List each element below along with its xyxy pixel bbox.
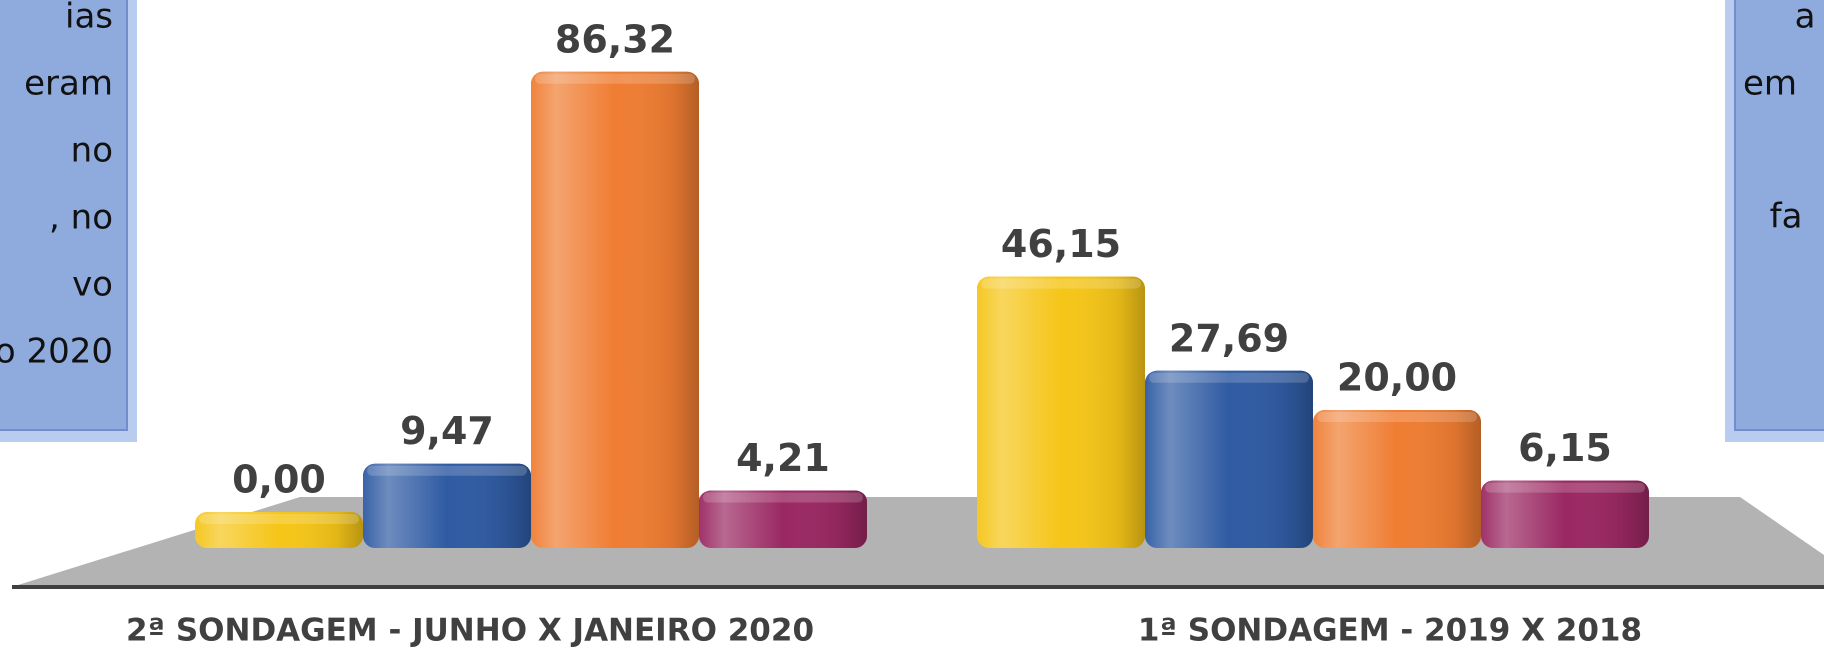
bar-shine — [195, 512, 363, 548]
bar-shine — [363, 463, 531, 548]
right-box — [1734, 0, 1824, 431]
bar-top — [1317, 412, 1477, 422]
bar-top — [981, 278, 1141, 289]
value-label: 86,32 — [555, 17, 675, 61]
value-label: 9,47 — [400, 409, 494, 453]
bar-top — [367, 465, 527, 476]
x-tick-label: 2ª SONDAGEM - JUNHO X JANEIRO 2020 — [126, 613, 814, 649]
left-box — [0, 0, 128, 431]
value-label: 4,21 — [736, 436, 830, 480]
value-label: 6,15 — [1518, 426, 1612, 470]
left-box-text: vo — [72, 265, 113, 305]
bar-top — [1485, 482, 1645, 493]
left-box-text: , no — [49, 198, 113, 238]
value-label: 46,15 — [1001, 222, 1121, 266]
x-tick-label: 1ª SONDAGEM - 2019 X 2018 — [1138, 613, 1642, 649]
value-label: 0,00 — [232, 458, 326, 502]
bar-shine — [531, 71, 699, 548]
bar-shine — [1145, 370, 1313, 548]
value-label: 20,00 — [1337, 356, 1457, 400]
left-box-text: eram — [24, 64, 113, 104]
left-box-text: ias — [65, 0, 113, 37]
left-box-text: o 2020 — [0, 332, 113, 372]
bar-top — [1149, 372, 1309, 383]
right-box-text: a — [1795, 0, 1816, 37]
right-box-text: em — [1743, 64, 1797, 104]
bar-top — [199, 514, 359, 524]
bar-top — [703, 492, 863, 503]
bar-shine — [977, 276, 1145, 548]
value-label: 27,69 — [1169, 316, 1289, 360]
bar-shine — [1481, 480, 1649, 548]
bar-shine — [699, 490, 867, 548]
bar-top — [535, 73, 695, 84]
bar-shine — [1313, 410, 1481, 548]
right-box-text: fa — [1770, 197, 1803, 237]
left-box-text: no — [71, 131, 113, 171]
